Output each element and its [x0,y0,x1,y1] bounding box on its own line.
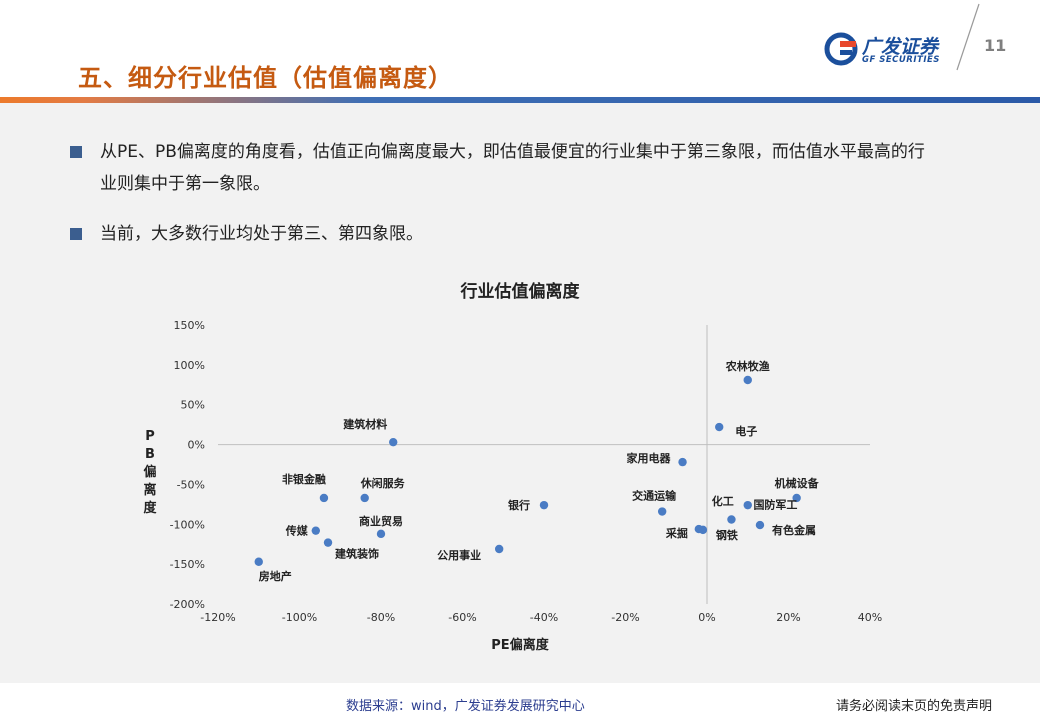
y-tick-label: 50% [181,399,205,412]
data-point [539,500,549,510]
data-point [311,526,320,535]
x-axis-label: PE偏离度 [491,637,549,653]
data-point-label: 公用事业 [437,548,481,562]
y-tick-label: 100% [174,359,205,372]
page-number: 11 [984,36,1007,55]
header-rule [0,97,1040,103]
x-tick-label: 40% [858,611,882,624]
bullet-square-icon [70,228,82,240]
chart-title: 行业估值偏离度 [460,281,581,302]
data-point-label: 采掘 [665,526,688,540]
data-point-label: 国防军工 [753,498,797,512]
logo-emblem-icon [824,32,858,66]
bullet-square-icon [70,146,82,158]
data-point [254,557,263,566]
data-point [698,525,708,535]
data-point [743,500,752,510]
data-point [678,457,687,467]
data-point-label: 休闲服务 [360,476,406,490]
x-tick-label: -60% [448,611,476,624]
data-point-label: 房地产 [259,569,292,583]
data-point-label: 商业贸易 [359,514,403,528]
data-point [494,544,504,554]
x-tick-label: -80% [367,611,395,624]
data-source: 数据来源：wind，广发证券发展研究中心 [346,699,585,714]
data-point [323,538,333,547]
data-point [743,375,752,385]
data-point [727,515,736,524]
x-tick-label: -120% [200,611,235,624]
data-point-label: 建筑装饰 [335,547,379,561]
data-point-label: 银行 [508,498,530,512]
data-point-label: 钢铁 [716,528,738,542]
x-tick-label: -20% [611,611,639,624]
data-point [376,529,386,539]
x-tick-label: 0% [698,611,715,624]
bullet-text: 当前，大多数行业均处于第三、第四象限。 [100,224,423,244]
data-point-label: 有色金属 [772,523,816,537]
x-tick-label: 20% [776,611,800,624]
data-point-label: 电子 [735,424,757,438]
logo-text-cn: 广发证券 [862,36,939,58]
y-axis-label: P B 偏离度 [143,429,157,516]
data-point-label: 农林牧渔 [725,359,770,373]
y-tick-label: 0% [188,439,205,452]
data-point [319,493,329,503]
data-point [389,437,398,447]
content-area [0,103,1040,683]
header: 五、细分行业估值（估值偏离度） 广发证券 GF SECURITIES 11 [0,0,1040,100]
data-point-label: 传媒 [285,524,309,538]
data-point [715,422,724,432]
logo-text-en: GF SECURITIES [862,55,940,65]
scatter-chart: 行业估值偏离度150%100%50%0%-50%-100%-150%-200%-… [143,281,882,653]
data-point-label: 机械设备 [775,476,820,490]
data-point-label: 化工 [712,494,734,508]
data-point [755,520,765,530]
data-point [657,507,667,516]
x-tick-label: -40% [530,611,558,624]
y-tick-label: -200% [170,598,205,611]
y-tick-label: -50% [177,478,205,491]
data-point [792,493,801,503]
company-logo: 广发证券 GF SECURITIES [822,30,972,70]
header-divider [956,3,980,71]
data-point [360,493,369,503]
data-point-label: 家用电器 [627,451,672,465]
disclaimer: 请务必阅读末页的免责声明 [836,699,993,714]
data-point-label: 交通运输 [632,489,677,503]
bullet-item-1: 从PE、PB偏离度的角度看，估值正向偏离度最大，即估值最便宜的行业集中于第三象限… [70,136,932,200]
bullet-item-2: 当前，大多数行业均处于第三、第四象限。 [70,218,932,250]
y-tick-label: -150% [170,558,205,571]
y-tick-label: -100% [170,518,205,531]
data-point-label: 非银金融 [282,472,326,486]
x-tick-label: -100% [282,611,317,624]
page-title: 五、细分行业估值（估值偏离度） [78,64,453,92]
bullet-text: 从PE、PB偏离度的角度看，估值正向偏离度最大，即估值最便宜的行业集中于第三象限… [100,142,925,194]
data-point-label: 建筑材料 [343,417,387,431]
y-tick-label: 150% [174,319,205,332]
